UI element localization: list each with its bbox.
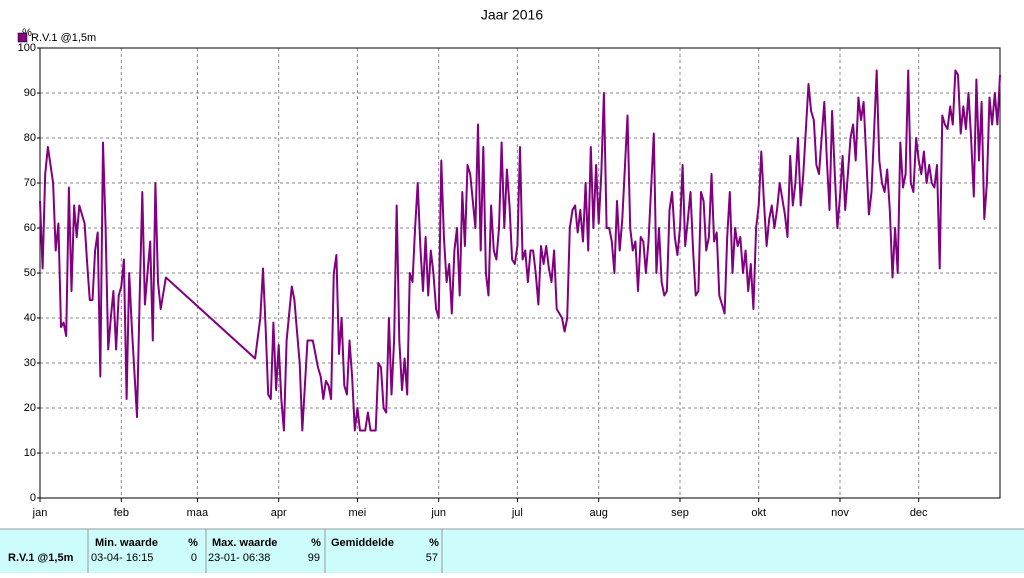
y-tick-label: 80 xyxy=(24,132,36,144)
x-tick-label: aug xyxy=(590,507,608,519)
y-tick-label: 40 xyxy=(24,312,36,324)
x-tick-label: sep xyxy=(671,507,689,519)
table-dividers xyxy=(0,528,1024,573)
cell-value: 0 xyxy=(191,552,197,564)
y-tick-label: 0 xyxy=(30,492,36,504)
column-header: Min. waarde xyxy=(95,537,158,549)
cell-time: 23-01- 06:38 xyxy=(208,552,270,564)
row-label: R.V.1 @1,5m xyxy=(8,552,74,564)
column-unit: % xyxy=(188,537,198,549)
x-tick-label: apr xyxy=(271,507,287,519)
y-tick-label: 60 xyxy=(24,222,36,234)
x-tick-label: jul xyxy=(511,507,523,519)
column-unit: % xyxy=(311,537,321,549)
column-unit: % xyxy=(429,537,439,549)
column-header: Max. waarde xyxy=(212,537,277,549)
cell-value: 57 xyxy=(426,552,438,564)
chart-title: Jaar 2016 xyxy=(481,7,543,23)
x-tick-label: dec xyxy=(910,507,928,519)
x-tick-label: nov xyxy=(831,507,849,519)
cell-value: 99 xyxy=(308,552,320,564)
y-tick-label: 70 xyxy=(24,177,36,189)
plot-frame xyxy=(39,47,1001,499)
legend-label: R.V.1 @1,5m xyxy=(31,32,96,44)
x-tick-label: jun xyxy=(430,507,446,519)
column-header: Gemiddelde xyxy=(331,537,394,549)
table-background xyxy=(0,529,1024,573)
x-tick-label: mei xyxy=(349,507,367,519)
y-tick-label: 90 xyxy=(24,87,36,99)
y-tick-label: 100 xyxy=(18,42,36,54)
y-tick-label: 20 xyxy=(24,402,36,414)
legend-swatch xyxy=(17,32,28,43)
x-tick-label: feb xyxy=(114,507,129,519)
x-tick-label: jan xyxy=(32,507,48,519)
data-line xyxy=(39,69,1001,432)
x-tick-label: okt xyxy=(751,507,766,519)
y-tick-label: 10 xyxy=(24,447,36,459)
y-tick-label: 30 xyxy=(24,357,36,369)
cell-time: 03-04- 16:15 xyxy=(91,552,153,564)
y-tick-label: 50 xyxy=(24,267,36,279)
x-tick-label: maa xyxy=(187,507,209,519)
